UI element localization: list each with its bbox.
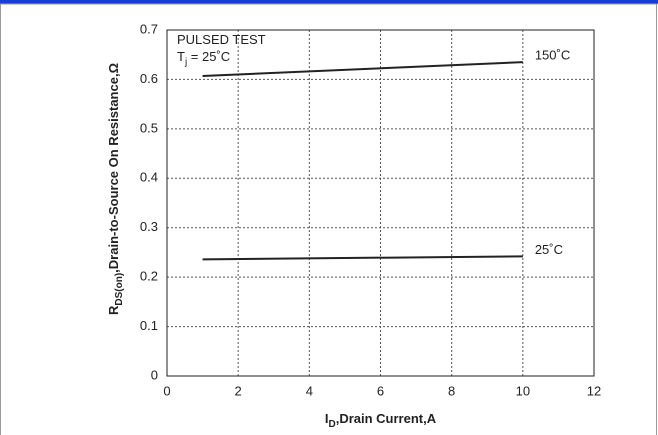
y-tick-label: 0.7 (140, 21, 158, 36)
top-bar (0, 0, 658, 4)
x-tick-label: 10 (516, 383, 530, 398)
series-line (202, 255, 523, 261)
y-tick-label: 0.5 (140, 120, 158, 135)
y-axis-label-rest: ,Drain-to-Source On Resistance,Ω (106, 63, 121, 273)
y-tick-label: 0.2 (140, 269, 158, 284)
annotation-rest: = 25˚C (187, 49, 230, 64)
series-label: 25˚C (535, 242, 563, 257)
series-line (202, 61, 523, 77)
x-tick-label: 12 (587, 383, 601, 398)
x-axis-label-sub: D (328, 419, 335, 430)
y-axis-label-base: R (106, 305, 121, 315)
x-axis-label-rest: ,Drain Current,A (336, 411, 437, 426)
y-tick-label: 0.6 (140, 71, 158, 86)
annotation-base: T (177, 49, 185, 64)
y-axis-label: RDS(on),Drain-to-Source On Resistance,Ω (106, 63, 124, 315)
x-tick-label: 2 (235, 383, 242, 398)
annotation: PULSED TEST (177, 32, 266, 47)
annotation-base: PULSED TEST (177, 32, 266, 47)
y-tick-label: 0.4 (140, 170, 158, 185)
y-axis-label-sub: DS(on) (114, 273, 125, 306)
series-label: 150˚C (535, 48, 570, 63)
annotation-sub: j (184, 57, 187, 68)
y-tick-label: 0.3 (140, 219, 158, 234)
annotation: Tj = 25˚C (177, 49, 230, 67)
x-tick-label: 0 (163, 383, 170, 398)
y-tick-label: 0.1 (140, 318, 158, 333)
x-axis-label: ID,Drain Current,A (325, 411, 437, 429)
y-tick-label: 0 (151, 367, 158, 382)
x-tick-label: 8 (448, 383, 455, 398)
x-axis-label-base: I (325, 411, 329, 426)
x-tick-label: 4 (306, 383, 313, 398)
frame (0, 3, 657, 435)
x-tick-label: 6 (377, 383, 384, 398)
plot-border (166, 29, 595, 377)
